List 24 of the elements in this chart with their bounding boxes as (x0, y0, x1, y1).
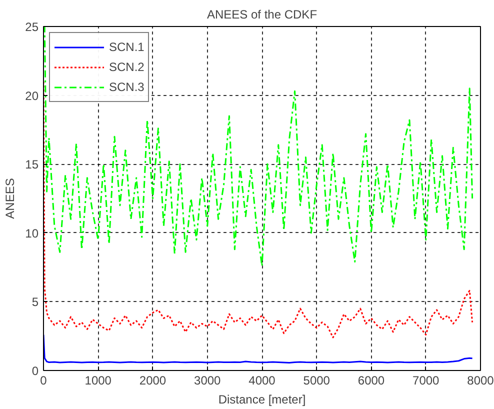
x-tick-label: 8000 (467, 374, 494, 388)
y-tick-label: 15 (25, 158, 39, 172)
x-tick-label: 1000 (84, 374, 112, 388)
x-tick-label: 6000 (358, 374, 385, 388)
y-tick-label: 0 (32, 364, 39, 378)
x-tick-label: 7000 (412, 374, 440, 388)
x-tick-label: 5000 (303, 374, 330, 388)
y-tick-label: 25 (25, 20, 39, 34)
x-tick-label: 3000 (194, 374, 222, 388)
y-tick-label: 20 (25, 88, 39, 103)
y-tick-label: 5 (32, 295, 39, 310)
x-tick-label: 0 (40, 374, 48, 388)
legend-label: SCN.2 (109, 60, 144, 74)
y-axis-title: ANEES (3, 178, 18, 219)
line-series (44, 26, 474, 267)
chart-title: ANEES of the CDKF (206, 8, 318, 22)
line-series (44, 80, 474, 338)
x-axis-title: Distance [meter] (218, 392, 306, 406)
legend-label: SCN.3 (109, 80, 144, 94)
x-tick-label: 2000 (139, 374, 166, 388)
y-tick-label: 10 (25, 226, 39, 240)
line-series (44, 334, 474, 364)
legend-label: SCN.1 (109, 40, 144, 54)
x-tick-label: 4000 (248, 374, 276, 388)
